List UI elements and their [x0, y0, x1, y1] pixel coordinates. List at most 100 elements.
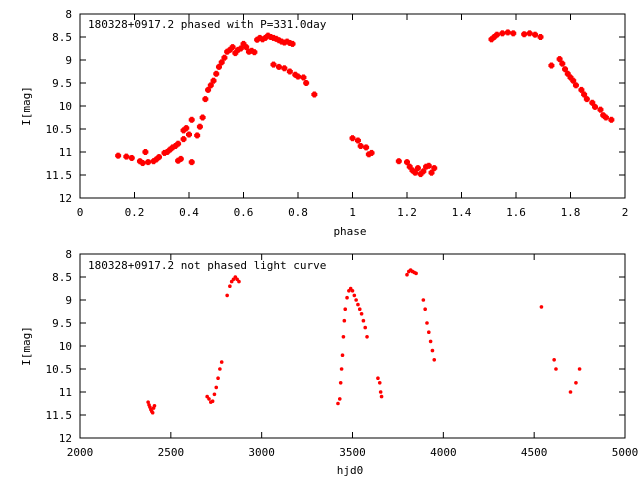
x-tick-label: 1.6 [506, 206, 526, 219]
data-point [202, 96, 209, 103]
data-point [537, 34, 544, 40]
data-point [539, 305, 544, 309]
data-point [303, 80, 310, 86]
data-point [237, 279, 241, 284]
data-point [417, 171, 424, 178]
data-point [215, 63, 222, 70]
data-point [275, 63, 282, 70]
data-point [589, 99, 596, 106]
unphased-data-series [146, 268, 582, 415]
data-point [608, 116, 615, 123]
data-point [136, 158, 143, 165]
phased-data-series [115, 29, 615, 178]
data-point [199, 114, 206, 121]
data-point [409, 167, 416, 174]
data-point [357, 307, 362, 312]
y-tick-label: 10.5 [46, 363, 73, 376]
data-point [219, 360, 224, 364]
data-point [210, 399, 215, 404]
data-point [354, 298, 358, 302]
data-point [225, 293, 229, 298]
y-tick-label: 11.5 [46, 409, 73, 422]
x-tick-label: 0.6 [234, 206, 254, 219]
data-point [166, 146, 173, 153]
data-point [597, 106, 604, 113]
x-axis-label: hjd0 [337, 464, 364, 477]
x-tick-label: 4500 [521, 446, 548, 459]
data-point [592, 103, 599, 110]
x-tick-label: 2 [622, 206, 629, 219]
x-axis-label: phase [333, 225, 366, 238]
unphased-panel: 180328+0917.2 not phased light curve hjd… [20, 248, 638, 477]
data-point [150, 410, 155, 415]
y-tick-label: 12 [59, 192, 72, 205]
data-point [300, 74, 307, 81]
x-tick-label: 1 [349, 206, 356, 219]
data-point [350, 289, 355, 293]
data-point [357, 143, 364, 150]
data-point [378, 390, 383, 394]
data-point [240, 40, 247, 47]
x-tick-label: 3500 [339, 446, 366, 459]
data-point [175, 140, 182, 147]
data-point [562, 66, 569, 73]
data-point [414, 165, 421, 172]
data-point [270, 61, 277, 68]
phased-plot-frame [79, 13, 626, 199]
data-point [216, 376, 220, 381]
data-point [194, 132, 201, 139]
data-point [212, 392, 217, 397]
data-point [574, 381, 578, 385]
y-tick-label: 11 [59, 386, 72, 399]
y-tick-label: 10 [59, 100, 72, 113]
data-point [428, 169, 435, 176]
data-point [224, 48, 231, 55]
data-point [152, 404, 157, 408]
data-point [123, 153, 130, 160]
data-point [499, 30, 506, 37]
data-point [431, 165, 438, 172]
x-tick-label: 4000 [430, 446, 457, 459]
data-point [395, 158, 402, 165]
data-point [349, 135, 356, 142]
data-point [139, 160, 146, 167]
y-tick-label: 8 [65, 248, 72, 261]
y-tick-label: 8 [65, 8, 72, 21]
data-point [425, 162, 432, 169]
data-point [427, 330, 431, 335]
data-point [570, 77, 577, 84]
data-point [600, 112, 607, 119]
data-point [339, 367, 344, 371]
data-point [421, 298, 426, 302]
chart-title: 180328+0917.2 not phased light curve [88, 259, 326, 272]
data-point [425, 321, 429, 325]
data-point [521, 31, 528, 38]
y-tick-label: 10 [59, 340, 72, 353]
data-point [578, 86, 585, 93]
data-point [188, 159, 195, 166]
data-point [232, 50, 239, 57]
data-point [180, 136, 187, 143]
x-tick-label: 2500 [158, 446, 185, 459]
data-point [568, 390, 573, 394]
data-point [363, 144, 370, 151]
data-point [228, 284, 232, 289]
unphased-ticks: 2000 2500 3000 3500 4000 4500 5000 8 8.5 9 9.5 10 10… [46, 248, 639, 459]
x-tick-label: 1.2 [397, 206, 417, 219]
x-tick-label: 0.4 [179, 206, 199, 219]
x-tick-label: 1.4 [452, 206, 472, 219]
data-point [262, 34, 269, 41]
data-point [207, 82, 214, 89]
data-point [406, 163, 413, 170]
data-point [532, 31, 539, 38]
data-point [210, 77, 217, 84]
x-tick-label: 5000 [612, 446, 639, 459]
data-point [251, 49, 258, 56]
data-point [153, 156, 160, 163]
y-tick-label: 10.5 [46, 123, 73, 136]
y-axis-label: I[mag] [20, 326, 33, 366]
data-point [214, 385, 219, 390]
data-point [552, 358, 556, 362]
y-tick-label: 8.5 [52, 271, 72, 284]
